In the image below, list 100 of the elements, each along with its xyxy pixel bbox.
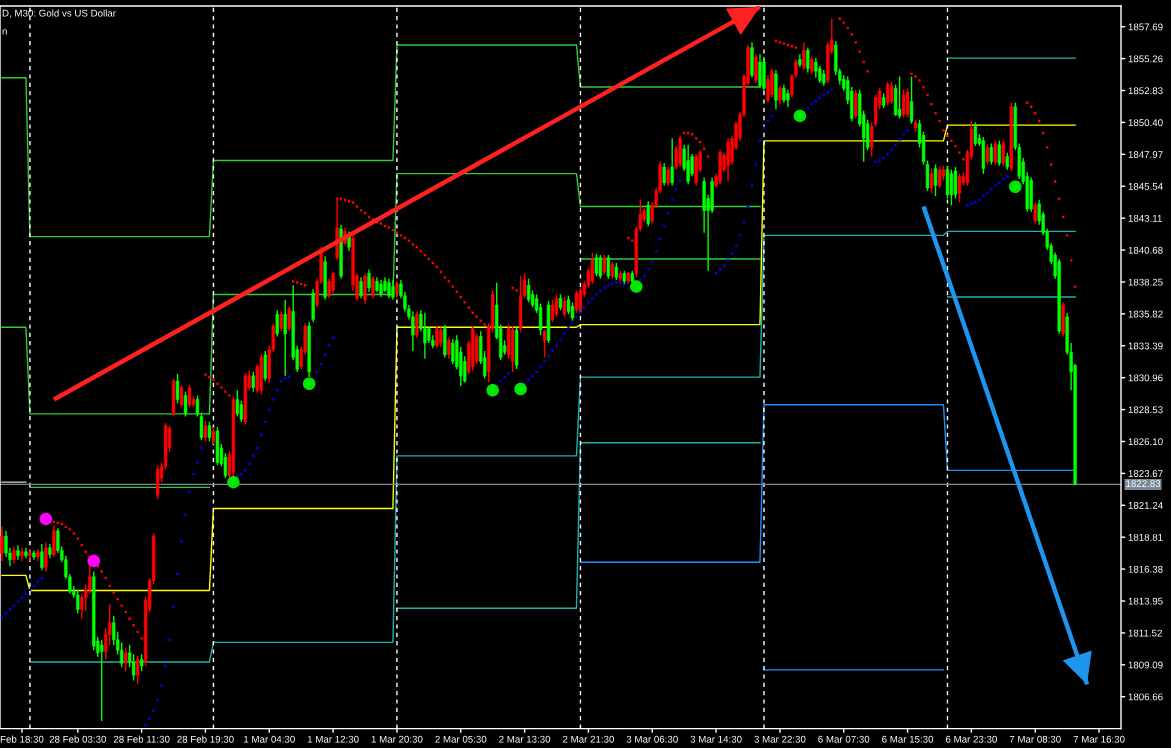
x-tick-label: 2 Mar 05:30: [435, 735, 487, 743]
point: [1009, 180, 1022, 194]
line-series: [1, 172, 761, 415]
x-tick-label: 1 Mar 20:30: [371, 735, 423, 743]
x-tick-label: 6 Mar 07:30: [818, 735, 870, 743]
candlestick: [1001, 140, 1005, 167]
candlestick: [985, 144, 990, 166]
candlestick: [889, 81, 894, 105]
candlestick: [606, 254, 611, 280]
candlestick: [726, 137, 730, 183]
candlestick: [933, 163, 938, 197]
y-tick-label: 1845.54: [1128, 182, 1163, 190]
x-tick-label: 28 Feb 03:30: [49, 735, 107, 743]
candlestick: [905, 87, 910, 118]
chart-title: D, M30: Gold vs US Dollar: [2, 9, 116, 18]
candlestick: [275, 309, 279, 338]
candlestick: [439, 326, 443, 348]
candlestick: [367, 268, 371, 293]
candlestick: [287, 305, 291, 332]
candlestick: [76, 589, 80, 615]
candlestick: [806, 46, 810, 74]
candlestick: [371, 275, 375, 300]
x-tick-label: 28 Feb 19:30: [177, 735, 234, 743]
candlestick: [391, 279, 395, 301]
y-tick-label: 1816.38: [1128, 565, 1163, 573]
x-tick-label: 3 Mar 14:30: [690, 735, 742, 743]
candlestick: [175, 373, 180, 405]
candlestick: [602, 254, 607, 276]
candlestick: [989, 142, 994, 166]
x-tick-label: 2 Mar 21:30: [562, 735, 614, 743]
candlestick: [423, 312, 427, 360]
x-tick-label: 1 Mar 12:30: [307, 735, 359, 743]
y-tick-label: 1847.97: [1128, 151, 1163, 158]
candlestick: [754, 53, 758, 84]
candlestick: [869, 121, 874, 158]
ref-line-label: 1822.83: [1126, 480, 1161, 488]
candlestick: [973, 121, 978, 147]
candlestick: [123, 646, 128, 672]
candlestick: [183, 390, 188, 418]
y-tick-label: 1828.53: [1128, 406, 1163, 414]
y-tick-label: 1835.82: [1128, 310, 1163, 318]
y-tick-label: 1852.83: [1128, 87, 1163, 95]
y-tick-label: 1811.52: [1128, 629, 1162, 637]
candlestick: [251, 371, 255, 393]
candlestick: [937, 166, 942, 189]
candlestick: [993, 140, 998, 166]
x-tick-label: 28 Feb 11:30: [113, 735, 170, 743]
candlestick: [538, 302, 543, 336]
annotation: n: [2, 29, 7, 35]
y-tick-label: 1813.95: [1128, 597, 1163, 605]
candlestick: [359, 276, 363, 300]
candlestick: [100, 639, 104, 722]
point: [87, 554, 100, 568]
candlestick: [550, 298, 555, 323]
candlestick: [598, 254, 603, 280]
candlestick: [279, 310, 283, 332]
candlestick: [909, 75, 914, 125]
x-tick-label: Feb 18:30: [0, 735, 44, 743]
point: [793, 109, 807, 123]
candlestick: [778, 84, 782, 105]
candlestick: [0, 526, 4, 562]
candlestick: [802, 41, 806, 71]
candlestick: [40, 543, 44, 571]
candlestick: [666, 166, 670, 187]
candlestick: [929, 167, 934, 195]
candlestick: [235, 389, 240, 418]
candlestick: [88, 564, 92, 595]
candlestick: [686, 144, 690, 185]
candlestick: [646, 200, 650, 227]
y-tick-label: 1833.39: [1128, 342, 1163, 350]
point: [514, 382, 527, 396]
x-tick-label: 6 Mar 15:30: [882, 735, 934, 743]
candlestick: [770, 67, 774, 99]
candlestick: [949, 169, 954, 206]
candlestick: [263, 350, 267, 382]
point: [39, 512, 53, 526]
x-tick-label: 7 Mar 08:30: [1009, 735, 1061, 743]
candlestick: [52, 524, 56, 558]
candlestick: [670, 137, 674, 187]
candlestick: [207, 421, 212, 443]
x-tick-label: 3 Mar 06:30: [626, 735, 678, 743]
candlestick: [897, 75, 902, 120]
candlestick: [901, 88, 906, 118]
candlestick: [179, 384, 184, 409]
candlestick: [885, 81, 890, 107]
candlestick: [662, 162, 666, 187]
x-tick-label: 7 Mar 16:30: [1073, 735, 1125, 743]
candlestick: [562, 296, 567, 318]
point: [486, 384, 499, 397]
y-tick-label: 1806.66: [1128, 693, 1163, 701]
y-tick-label: 1857.69: [1128, 23, 1163, 31]
candlestick: [415, 310, 419, 339]
candlestick: [283, 298, 287, 377]
candlestick: [997, 140, 1001, 167]
y-tick-label: 1830.96: [1128, 374, 1163, 382]
y-tick-label: 1821.24: [1128, 502, 1163, 509]
line-series: [1, 44, 761, 238]
candlestick: [387, 277, 391, 300]
candlestick: [120, 641, 124, 668]
y-tick-label: 1840.68: [1128, 246, 1163, 254]
